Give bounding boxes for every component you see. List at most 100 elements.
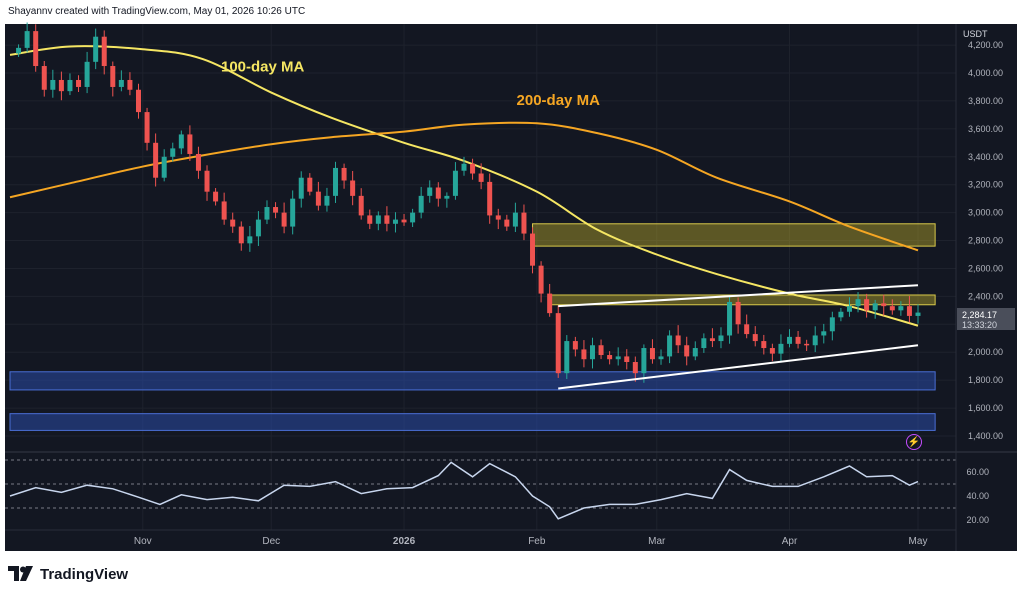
- candle-body: [58, 79, 64, 92]
- price-tick-label: 3,800.00: [968, 96, 1003, 106]
- candle-body: [607, 355, 613, 360]
- candle-body: [487, 181, 493, 216]
- time-tick-label: Apr: [782, 536, 798, 547]
- price-tick-label: 2,800.00: [968, 236, 1003, 246]
- unit-label-box: [958, 26, 998, 40]
- candle-body: [187, 134, 193, 154]
- candle-body: [273, 207, 279, 213]
- rsi-line: [9, 461, 919, 520]
- candle-body: [221, 201, 227, 220]
- candle-body: [315, 191, 321, 206]
- candle-body: [667, 335, 673, 357]
- chart-annotations: 100-day MA 200-day MA: [221, 59, 600, 110]
- price-axis-panel: [956, 24, 1017, 551]
- candle-body: [778, 343, 784, 354]
- candle-body: [290, 198, 296, 227]
- candle-body: [204, 170, 210, 192]
- candle-body: [675, 335, 681, 346]
- candle-body: [572, 341, 578, 350]
- candle-body: [401, 219, 407, 223]
- candle-body: [470, 163, 476, 174]
- price-axis: 1,400.001,600.001,800.002,000.002,200.00…: [968, 40, 1003, 441]
- candle-body: [213, 191, 219, 202]
- price-tick-label: 1,600.00: [968, 403, 1003, 413]
- candle-body: [495, 215, 501, 220]
- rsi-tick-label: 20.00: [966, 515, 989, 525]
- last-price-box: [957, 308, 1015, 330]
- candle-body: [127, 79, 133, 90]
- brand-name: TradingView: [40, 565, 129, 583]
- demand-zone: [9, 371, 936, 391]
- candle-body: [392, 219, 398, 224]
- price-tick-label: 2,400.00: [968, 291, 1003, 301]
- candle-body: [581, 349, 587, 360]
- candle-body: [50, 79, 56, 90]
- candle-body: [649, 348, 655, 360]
- candle-body: [16, 47, 22, 54]
- lightning-icon[interactable]: ⚡: [906, 434, 922, 450]
- tradingview-logo: TradingView: [8, 563, 128, 585]
- candle-body: [641, 348, 647, 374]
- candle-body: [589, 345, 595, 360]
- candle-body: [375, 215, 381, 224]
- candle-body: [367, 215, 373, 224]
- candle-body: [195, 153, 201, 171]
- candle-body: [829, 317, 835, 332]
- candle-body: [41, 66, 47, 90]
- last-price-label: 2,284.17: [962, 310, 997, 320]
- candle-body: [110, 66, 116, 87]
- candle-body: [821, 331, 827, 336]
- rsi-tick-label: 40.00: [966, 491, 989, 501]
- price-tick-label: 1,400.00: [968, 431, 1003, 441]
- candle-body: [298, 177, 304, 199]
- candle-body: [838, 311, 844, 318]
- candle-body: [161, 156, 167, 178]
- candle-body: [435, 187, 441, 199]
- candle-body: [846, 306, 852, 312]
- candle-body: [547, 293, 553, 314]
- candle-body: [178, 134, 184, 149]
- candle-body: [915, 312, 921, 316]
- candlesticks: [16, 22, 921, 383]
- candle-body: [598, 345, 604, 356]
- time-tick-label: Feb: [528, 536, 546, 547]
- candle-body: [461, 163, 467, 171]
- candle-body: [444, 195, 450, 199]
- candle-body: [93, 36, 99, 62]
- candle-body: [718, 335, 724, 342]
- price-tick-label: 2,000.00: [968, 347, 1003, 357]
- candle-body: [889, 306, 895, 311]
- rsi-pane: 20.00 40.00 60.00: [5, 459, 989, 525]
- candle-body: [906, 306, 912, 316]
- candle-body: [324, 195, 330, 206]
- candle-body: [33, 31, 39, 67]
- unit-label: USDT: [963, 29, 988, 39]
- candle-body: [153, 142, 159, 178]
- countdown-label: 13:33:20: [962, 320, 997, 330]
- rsi-tick-label: 60.00: [966, 467, 989, 477]
- price-tick-label: 3,600.00: [968, 124, 1003, 134]
- candle-body: [504, 219, 510, 227]
- candle-body: [615, 356, 621, 360]
- candle-body: [247, 236, 253, 244]
- candle-body: [864, 299, 870, 311]
- demand-zone: [9, 413, 936, 431]
- candle-body: [521, 212, 527, 234]
- candle-body: [418, 195, 424, 213]
- candle-body: [101, 36, 107, 67]
- candle-body: [701, 338, 707, 349]
- candle-body: [658, 356, 664, 360]
- candle-body: [709, 338, 715, 342]
- support-resistance-zones: [9, 223, 936, 431]
- time-tick-label: Dec: [262, 536, 280, 547]
- price-tick-label: 3,200.00: [968, 180, 1003, 190]
- candle-body: [512, 212, 518, 227]
- price-tick-label: 4,000.00: [968, 68, 1003, 78]
- candle-body: [692, 348, 698, 357]
- candle-body: [281, 212, 287, 227]
- candle-body: [872, 303, 878, 311]
- price-tick-label: 2,600.00: [968, 263, 1003, 273]
- candle-body: [812, 335, 818, 346]
- candle-body: [333, 167, 339, 196]
